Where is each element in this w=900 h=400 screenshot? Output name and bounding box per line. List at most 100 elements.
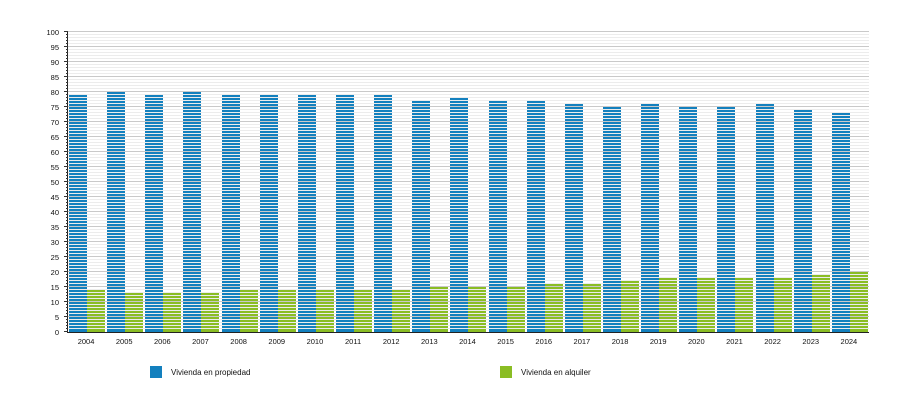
gridline	[68, 100, 869, 101]
bar-propiedad-2008[interactable]	[221, 93, 240, 332]
y-axis-tick	[66, 73, 68, 74]
gridline	[68, 37, 869, 38]
gridline	[68, 232, 869, 233]
x-axis-tick-label: 2010	[306, 337, 324, 346]
x-axis-tick-label: 2006	[154, 337, 171, 346]
bar-propiedad-2011[interactable]	[336, 93, 355, 332]
x-axis-tick-label: 2024	[840, 337, 858, 346]
gridline	[68, 79, 869, 80]
y-axis-tick	[66, 172, 68, 173]
bar-group-2008	[221, 93, 259, 332]
y-axis-tick	[66, 244, 68, 245]
gridline	[68, 193, 869, 194]
gridline	[68, 241, 869, 242]
y-axis-tick	[66, 82, 68, 83]
gridline	[68, 274, 869, 275]
gridline	[68, 322, 869, 323]
x-axis-tick-label: 2007	[192, 337, 209, 346]
x-axis-tick-label: 2013	[420, 337, 438, 346]
bar-alquiler-2016[interactable]	[544, 284, 563, 332]
bar-propiedad-2019[interactable]	[641, 104, 660, 332]
x-axis-tick-label: 2018	[611, 337, 629, 346]
bar-alquiler-2012[interactable]	[392, 290, 411, 332]
y-axis-tick-label: 95	[50, 43, 59, 52]
y-axis-tick	[66, 127, 68, 128]
gridline	[68, 259, 869, 260]
gridline	[68, 112, 869, 113]
gridline	[68, 295, 869, 296]
y-axis-tick	[66, 70, 68, 71]
gridline	[68, 157, 869, 158]
bar-propiedad-2021[interactable]	[717, 105, 736, 332]
gridline	[68, 178, 869, 179]
gridline	[68, 328, 869, 329]
bar-alquiler-2021[interactable]	[735, 278, 754, 332]
bar-propiedad-2004[interactable]	[69, 93, 88, 332]
y-axis-tick	[66, 289, 68, 290]
gridline	[68, 298, 869, 299]
y-axis-tick	[64, 211, 68, 212]
bar-propiedad-2006[interactable]	[145, 93, 164, 332]
y-axis-tick	[66, 85, 68, 86]
bar-propiedad-2014[interactable]	[450, 98, 469, 332]
gridline	[68, 181, 869, 182]
y-axis-tick	[64, 241, 68, 242]
y-axis-tick	[66, 265, 68, 266]
gridline	[68, 319, 869, 320]
bar-group-2021	[716, 105, 754, 332]
gridline	[68, 244, 869, 245]
y-axis-tick	[64, 121, 68, 122]
gridline	[68, 109, 869, 110]
y-axis-tick-label: 60	[50, 148, 59, 157]
y-axis-tick-label: 5	[54, 313, 59, 322]
y-axis-tick-label: 40	[50, 208, 59, 217]
gridline	[68, 301, 869, 302]
legend-item-alquiler[interactable]: Vivienda en alquiler	[500, 366, 591, 378]
y-axis-tick	[66, 148, 68, 149]
y-axis-tick	[66, 190, 68, 191]
y-axis-tick	[66, 205, 68, 206]
y-axis-tick-label: 100	[46, 28, 59, 37]
x-axis-tick-label: 2012	[382, 337, 400, 346]
y-axis-tick	[66, 169, 68, 170]
y-axis-tick	[66, 115, 68, 116]
y-axis-tick	[66, 160, 68, 161]
x-axis-tick-label: 2014	[459, 337, 476, 346]
x-axis-tick-label: 2009	[268, 337, 286, 346]
x-axis-tick-label: 2004	[77, 337, 95, 346]
gridline	[68, 151, 869, 152]
y-axis-tick-label: 35	[50, 223, 59, 232]
y-axis-tick	[66, 307, 68, 308]
y-axis-tick	[66, 184, 68, 185]
gridline	[68, 208, 869, 209]
x-axis-tick-label: 2019	[649, 337, 667, 346]
x-axis-tick-label: 2022	[764, 337, 781, 346]
gridline	[68, 223, 869, 224]
bar-propiedad-2010[interactable]	[297, 93, 316, 332]
gridline	[68, 88, 869, 89]
gridline	[68, 226, 869, 227]
gridline	[68, 97, 869, 98]
gridline	[68, 58, 869, 59]
gridline	[68, 196, 869, 197]
y-axis-tick	[66, 130, 68, 131]
gridline	[68, 130, 869, 131]
gridline	[68, 55, 869, 56]
y-axis-tick	[66, 124, 68, 125]
gridline	[68, 148, 869, 149]
y-axis-tick	[66, 268, 68, 269]
bar-propiedad-2018[interactable]	[603, 105, 622, 332]
bar-alquiler-2004[interactable]	[87, 290, 106, 332]
bar-alquiler-2008[interactable]	[239, 290, 258, 332]
gridline	[68, 235, 869, 236]
bar-propiedad-2022[interactable]	[755, 104, 774, 332]
y-axis-tick	[66, 163, 68, 164]
bar-alquiler-2015[interactable]	[506, 285, 525, 332]
bar-propiedad-2007[interactable]	[183, 92, 202, 332]
y-axis-tick	[64, 31, 68, 32]
gridline	[68, 175, 869, 176]
y-axis-tick	[66, 220, 68, 221]
legend-item-propiedad[interactable]: Vivienda en propiedad	[150, 366, 250, 378]
gridline	[68, 76, 869, 77]
